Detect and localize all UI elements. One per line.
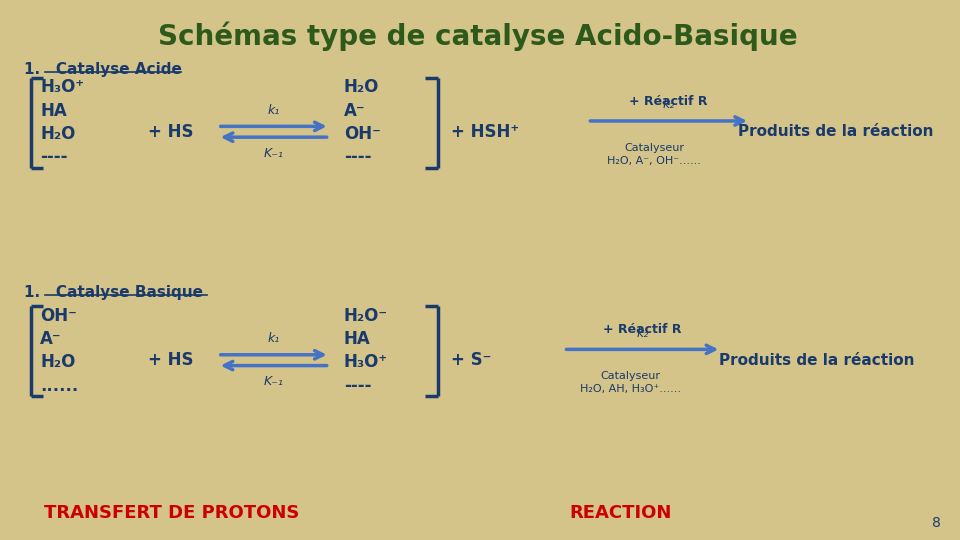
Text: k₁: k₁ [268,332,279,345]
Text: 1.   Catalyse Basique: 1. Catalyse Basique [24,285,203,300]
Text: A⁻: A⁻ [40,330,61,348]
Text: 8: 8 [932,516,941,530]
Text: + Réactif R: + Réactif R [630,95,708,108]
Text: + HS: + HS [148,123,194,141]
Text: H₂O, A⁻, OH⁻......: H₂O, A⁻, OH⁻...... [608,156,702,166]
Text: OH⁻: OH⁻ [344,125,381,143]
Text: + HS: + HS [148,351,194,369]
Text: K₋₁: K₋₁ [264,375,283,388]
Text: H₃O⁺: H₃O⁺ [344,353,388,372]
Text: Catalyseur: Catalyseur [600,371,660,381]
Text: + Réactif R: + Réactif R [603,323,682,336]
Text: Produits de la réaction: Produits de la réaction [738,124,933,139]
Text: TRANSFERT DE PROTONS: TRANSFERT DE PROTONS [44,504,300,522]
Text: + S⁻: + S⁻ [451,351,492,369]
Text: Schémas type de catalyse Acido-Basique: Schémas type de catalyse Acido-Basique [157,22,798,51]
Text: ----: ---- [344,148,372,166]
Text: H₂O, AH, H₃O⁺......: H₂O, AH, H₃O⁺...... [580,384,681,395]
Text: Catalyseur: Catalyseur [624,143,684,153]
Text: k₁: k₁ [268,104,279,117]
Text: k₂: k₂ [662,98,675,111]
Text: ----: ---- [40,148,67,166]
Text: HA: HA [40,102,67,120]
Text: HA: HA [344,330,371,348]
Text: Produits de la réaction: Produits de la réaction [719,353,915,368]
Text: k₂: k₂ [636,327,649,340]
Text: H₃O⁺: H₃O⁺ [40,78,84,97]
Text: H₂O⁻: H₂O⁻ [344,307,388,325]
Text: A⁻: A⁻ [344,102,366,120]
Text: H₂O: H₂O [344,78,379,97]
Text: OH⁻: OH⁻ [40,307,77,325]
Text: + HSH⁺: + HSH⁺ [451,123,519,141]
Text: 1.   Catalyse Acide: 1. Catalyse Acide [24,62,181,77]
Text: K₋₁: K₋₁ [264,147,283,160]
Text: ......: ...... [40,376,79,395]
Text: H₂O: H₂O [40,353,76,372]
Text: H₂O: H₂O [40,125,76,143]
Text: ----: ---- [344,376,372,395]
Text: REACTION: REACTION [569,504,672,522]
